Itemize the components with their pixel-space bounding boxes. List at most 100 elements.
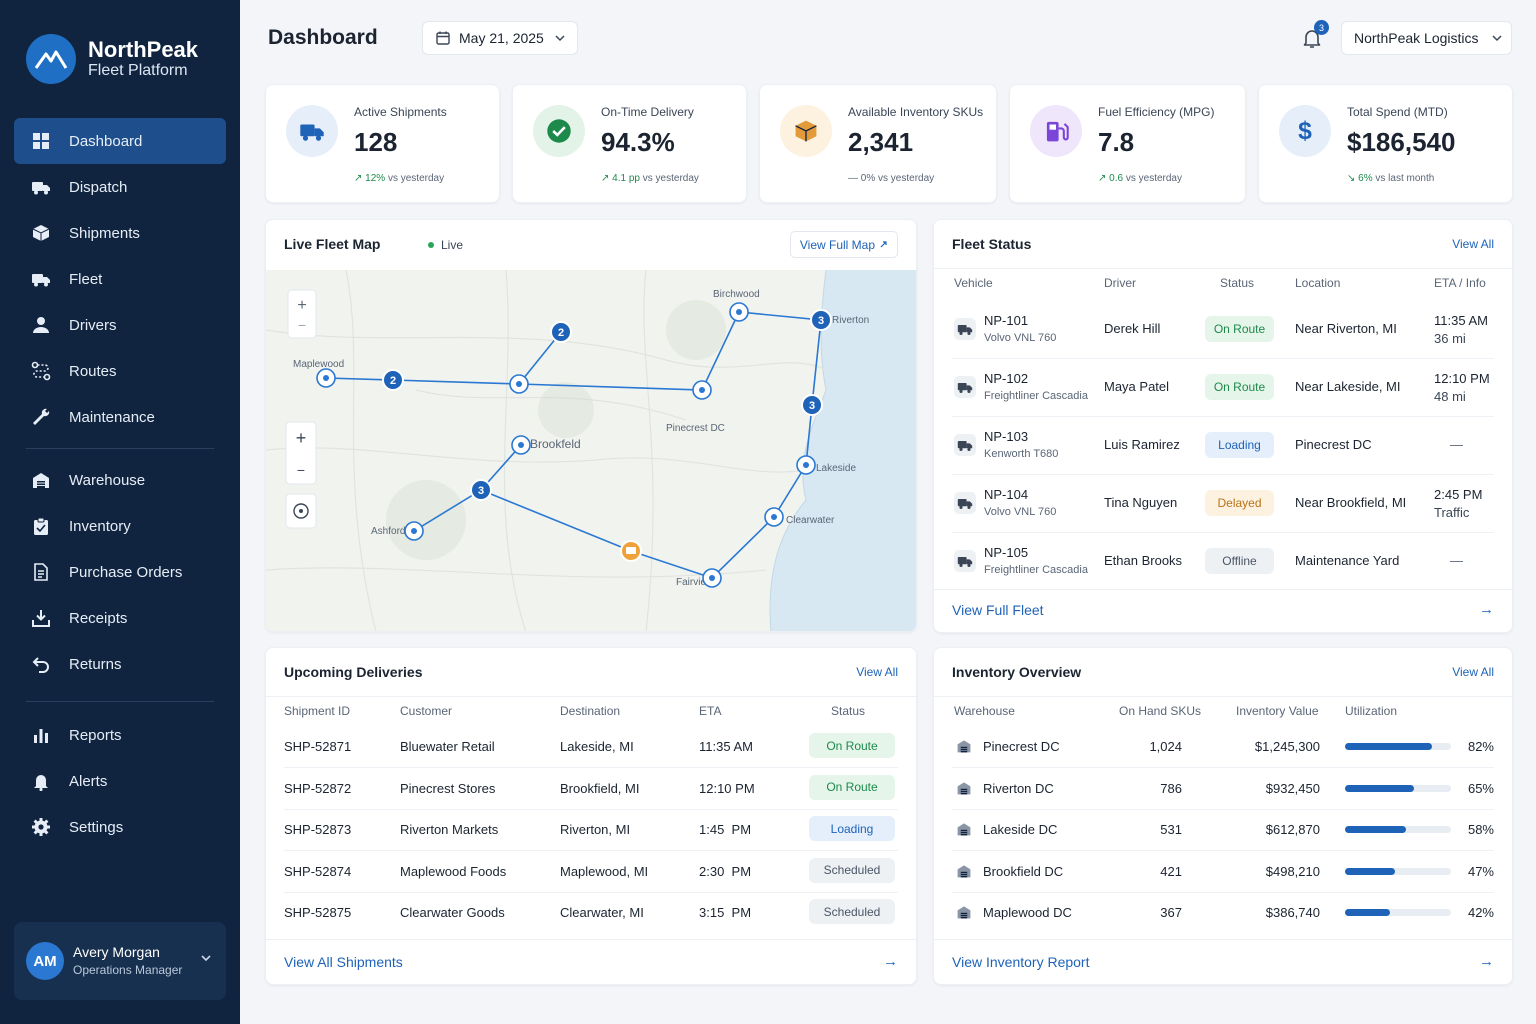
- sidebar-item-maintenance[interactable]: Maintenance: [14, 394, 226, 440]
- table-row[interactable]: NP-101 Volvo VNL 760 Derek Hill On Route Nea…: [934, 300, 1512, 358]
- table-row[interactable]: SHP-52872 Pinecrest Stores Brookfield, MI 1…: [266, 768, 916, 809]
- sidebar-item-shipments[interactable]: Shipments: [14, 210, 226, 256]
- driver-name: Luis Ramirez: [1104, 437, 1180, 452]
- table-row[interactable]: Brookfield DC 421 $498,210 47%: [934, 851, 1512, 892]
- brand[interactable]: NorthPeak Fleet Platform: [26, 34, 198, 84]
- eta: 2:30 PM: [699, 863, 752, 879]
- table-row[interactable]: SHP-52874 Maplewood Foods Maplewood, MI 2:3…: [266, 851, 916, 892]
- brand-name: NorthPeak: [88, 37, 199, 63]
- sidebar-item-returns[interactable]: Returns: [14, 641, 226, 687]
- sidebar-item-dashboard[interactable]: Dashboard: [14, 118, 226, 164]
- eta: 1:45 PM: [699, 822, 752, 838]
- kpi-delta-value: 12%: [365, 173, 386, 184]
- table-row[interactable]: Riverton DC 786 $932,450 65%: [934, 768, 1512, 809]
- zoom-control-top[interactable]: + −: [287, 289, 317, 339]
- view-all-link[interactable]: View All: [1452, 237, 1494, 251]
- truck-marker[interactable]: [620, 540, 642, 562]
- sidebar-item-inventory[interactable]: Inventory: [14, 503, 226, 549]
- stop-marker[interactable]: [796, 455, 816, 475]
- view-all-link[interactable]: View All: [856, 665, 898, 679]
- map-label-south: Fairview: [676, 577, 714, 588]
- sidebar-item-receipts[interactable]: Receipts: [14, 595, 226, 641]
- sidebar-item-settings[interactable]: Settings: [14, 804, 226, 850]
- eta: 12:10 PM: [699, 780, 755, 796]
- kpi-value: $186,540: [1347, 127, 1456, 157]
- stop-marker[interactable]: [692, 380, 712, 400]
- locate-button[interactable]: [285, 493, 317, 529]
- sidebar-item-fleet[interactable]: Fleet: [14, 256, 226, 302]
- svg-text:3: 3: [809, 400, 815, 412]
- table-row[interactable]: Maplewood DC 367 $386,740 42%: [934, 892, 1512, 933]
- kpi-label: Total Spend (MTD): [1347, 105, 1448, 119]
- shipment-id: SHP-52871: [284, 739, 352, 754]
- kpi-card[interactable]: Available Inventory SKUs 2,341 — 0% vs yes…: [759, 84, 997, 203]
- zoom-in-button[interactable]: +: [297, 297, 306, 314]
- user-card[interactable]: AM Avery Morgan Operations Manager: [14, 922, 226, 1000]
- svg-text:$: $: [1298, 118, 1312, 144]
- sidebar-item-warehouse[interactable]: Warehouse: [14, 457, 226, 503]
- sidebar-item-alerts[interactable]: Alerts: [14, 758, 226, 804]
- sidebar-item-routes[interactable]: Routes: [14, 348, 226, 394]
- table-row[interactable]: Pinecrest DC 1,024 $1,245,300 82%: [934, 726, 1512, 767]
- view-all-link[interactable]: View All: [1452, 665, 1494, 679]
- stop-marker[interactable]: [702, 568, 722, 588]
- stop-marker[interactable]: [316, 368, 336, 388]
- table-row[interactable]: NP-102 Freightliner Cascadia Maya Patel On …: [934, 358, 1512, 416]
- sidebar: NorthPeak Fleet Platform Dashboard Dispat…: [0, 0, 240, 1024]
- sidebar-item-drivers[interactable]: Drivers: [14, 302, 226, 348]
- kpi-delta-note: vs yesterday: [878, 173, 935, 184]
- view-inventory-report-link[interactable]: View Inventory Report: [952, 954, 1090, 970]
- kpi-card[interactable]: On-Time Delivery 94.3% ↗ 4.1 pp vs yesterd…: [512, 84, 747, 203]
- org-selector[interactable]: NorthPeak Logistics: [1341, 21, 1512, 55]
- kpi-delta-note: vs yesterday: [642, 173, 699, 184]
- zoom-out-button[interactable]: −: [297, 462, 305, 478]
- eta-time: —: [1450, 553, 1463, 568]
- kpi-card[interactable]: Fuel Efficiency (MPG) 7.8 ↗ 0.6 vs yesterd…: [1009, 84, 1246, 203]
- view-full-map-button[interactable]: View Full Map: [789, 231, 898, 258]
- fleet-map[interactable]: Birchwood Riverton Maplewood Brookfeld P…: [266, 269, 916, 631]
- kpi-card[interactable]: $ Total Spend (MTD) $186,540 ↘ 6% vs last m…: [1258, 84, 1513, 203]
- stop-marker[interactable]: [729, 302, 749, 322]
- zoom-control[interactable]: + −: [285, 421, 317, 485]
- sidebar-item-reports[interactable]: Reports: [14, 712, 226, 758]
- arrow-right-icon[interactable]: →: [883, 953, 898, 970]
- table-row[interactable]: NP-103 Kenworth T680 Luis Ramirez Loading Pi…: [934, 416, 1512, 474]
- kpi-card[interactable]: Active Shipments 128 ↗ 12% vs yesterday: [265, 84, 500, 203]
- utilization-fill: [1345, 784, 1414, 792]
- kpi-delta: ↗ 0.6 vs yesterday: [1098, 173, 1182, 184]
- table-row[interactable]: NP-104 Volvo VNL 760 Tina Nguyen Delayed Nea…: [934, 474, 1512, 532]
- warehouse-name: Riverton DC: [983, 780, 1054, 796]
- inventory-value: $1,245,300: [1254, 739, 1320, 754]
- column-header: ETA / Info: [1434, 276, 1486, 290]
- zoom-out-button[interactable]: −: [298, 317, 306, 333]
- arrow-right-icon[interactable]: →: [1479, 601, 1494, 618]
- table-row[interactable]: SHP-52875 Clearwater Goods Clearwater, MI 3…: [266, 892, 916, 933]
- vehicle-cluster-marker[interactable]: 3: [470, 479, 492, 501]
- vehicle-cluster-marker[interactable]: 3: [810, 309, 832, 331]
- destination: Clearwater, MI: [560, 905, 644, 921]
- gear-icon: [30, 816, 52, 838]
- stop-marker[interactable]: [404, 521, 424, 541]
- column-header: Shipment ID: [284, 704, 351, 718]
- table-row[interactable]: NP-105 Freightliner Cascadia Ethan Brooks O…: [934, 532, 1512, 590]
- view-full-fleet-link[interactable]: View Full Fleet: [952, 602, 1044, 618]
- table-row[interactable]: SHP-52871 Bluewater Retail Lakeside, MI 11:…: [266, 726, 916, 767]
- zoom-in-button[interactable]: +: [296, 428, 307, 448]
- stop-marker[interactable]: [764, 507, 784, 527]
- chevron-down-icon[interactable]: [200, 952, 212, 964]
- table-row[interactable]: Lakeside DC 531 $612,870 58%: [934, 809, 1512, 850]
- vehicle-cluster-marker[interactable]: 2: [550, 321, 572, 343]
- sidebar-item-purchase-orders[interactable]: Purchase Orders: [14, 549, 226, 595]
- stop-marker[interactable]: [509, 374, 529, 394]
- status-badge: Scheduled: [809, 857, 895, 883]
- eta-time: 2:45 PM: [1434, 487, 1483, 502]
- date-picker[interactable]: May 21, 2025: [422, 21, 578, 55]
- arrow-right-icon[interactable]: →: [1479, 953, 1494, 970]
- utilization-bar: [1345, 784, 1451, 792]
- table-row[interactable]: SHP-52873 Riverton Markets Riverton, MI 1:4…: [266, 809, 916, 850]
- vehicle-cluster-marker[interactable]: 3: [801, 394, 823, 416]
- stop-marker[interactable]: [511, 435, 531, 455]
- vehicle-cluster-marker[interactable]: 2: [382, 369, 404, 391]
- view-all-shipments-link[interactable]: View All Shipments: [284, 954, 403, 970]
- sidebar-item-dispatch[interactable]: Dispatch: [14, 164, 226, 210]
